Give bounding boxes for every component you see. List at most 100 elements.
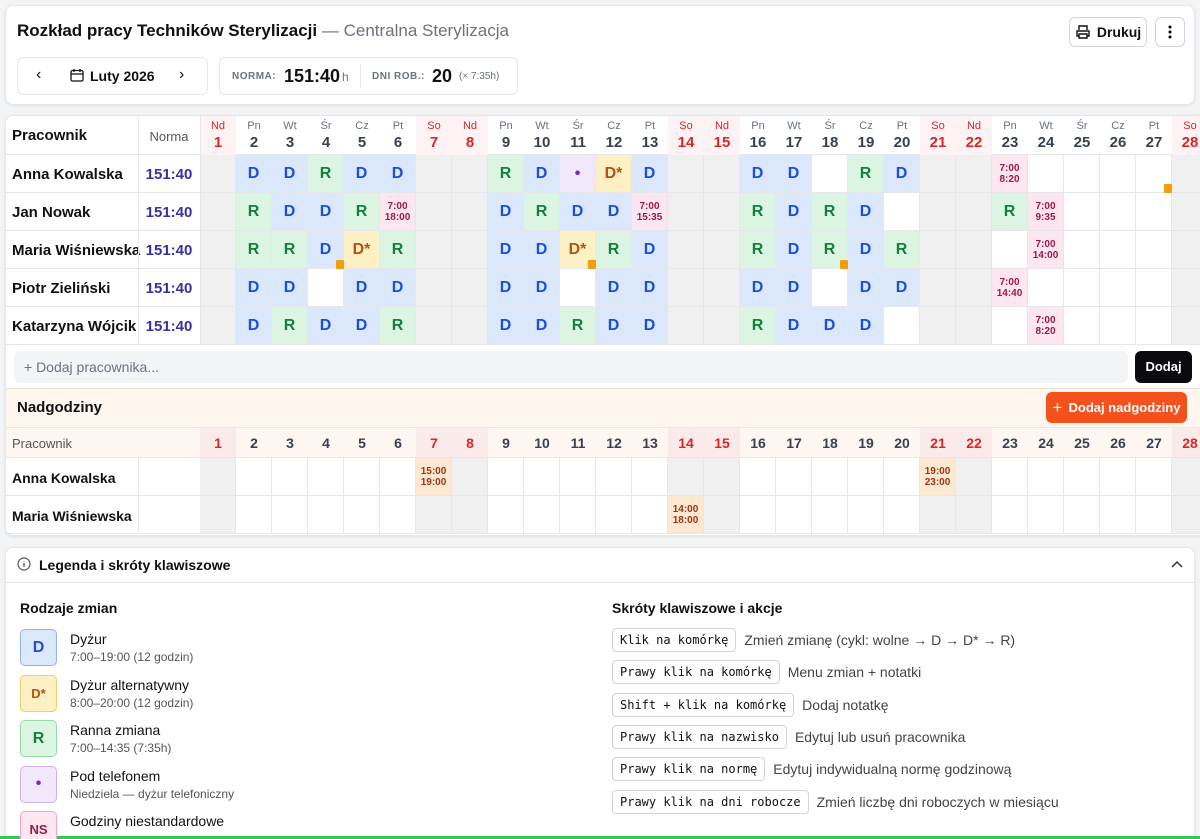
shift-cell[interactable] xyxy=(920,269,956,306)
shift-cell[interactable]: R xyxy=(560,307,596,344)
shift-cell[interactable]: D xyxy=(272,155,308,192)
shift-cell[interactable] xyxy=(416,193,452,230)
shift-cell[interactable]: D xyxy=(632,307,668,344)
month-label[interactable]: Luty 2026 xyxy=(90,68,155,84)
shift-cell[interactable]: R xyxy=(308,155,344,192)
shift-cell[interactable]: 7:00 15:35 xyxy=(632,193,668,230)
overtime-cell[interactable] xyxy=(380,458,416,495)
overtime-cell[interactable] xyxy=(236,458,272,495)
shift-cell[interactable] xyxy=(452,155,488,192)
note-marker[interactable] xyxy=(588,260,596,269)
shift-cell[interactable]: D xyxy=(776,193,812,230)
overtime-cell[interactable] xyxy=(704,496,740,533)
shift-cell[interactable]: D xyxy=(488,269,524,306)
shift-cell[interactable]: D xyxy=(380,269,416,306)
overtime-cell[interactable] xyxy=(884,458,920,495)
print-button[interactable]: Drukuj xyxy=(1069,17,1147,47)
shift-cell[interactable]: D xyxy=(848,307,884,344)
shift-cell[interactable]: R xyxy=(524,193,560,230)
employee-norm[interactable]: 151:40 xyxy=(145,318,193,335)
shift-cell[interactable]: D xyxy=(524,307,560,344)
shift-cell[interactable]: 7:00 9:35 xyxy=(1028,193,1064,230)
norm-value[interactable]: 151:40 xyxy=(284,66,341,86)
shift-cell[interactable]: D xyxy=(272,193,308,230)
shift-cell[interactable] xyxy=(452,307,488,344)
shift-cell[interactable] xyxy=(956,193,992,230)
shift-cell[interactable]: 7:00 14:00 xyxy=(1028,231,1064,268)
shift-cell[interactable]: R xyxy=(848,155,884,192)
overtime-cell[interactable] xyxy=(992,496,1028,533)
shift-cell[interactable] xyxy=(1172,155,1200,192)
overtime-cell[interactable] xyxy=(740,458,776,495)
overtime-cell[interactable] xyxy=(1028,458,1064,495)
overtime-cell[interactable] xyxy=(560,458,596,495)
shift-cell[interactable] xyxy=(1136,193,1172,230)
overtime-cell[interactable] xyxy=(1100,458,1136,495)
shift-cell[interactable] xyxy=(416,155,452,192)
shift-cell[interactable] xyxy=(668,193,704,230)
shift-cell[interactable]: 7:00 14:40 xyxy=(992,269,1028,306)
shift-cell[interactable] xyxy=(1064,155,1100,192)
overtime-cell[interactable] xyxy=(272,496,308,533)
shift-cell[interactable] xyxy=(1100,231,1136,268)
shift-cell[interactable] xyxy=(884,193,920,230)
next-month[interactable]: › xyxy=(179,66,185,83)
shift-cell[interactable] xyxy=(812,269,848,306)
shift-cell[interactable]: D xyxy=(848,231,884,268)
overtime-cell[interactable] xyxy=(1028,496,1064,533)
overtime-cell[interactable] xyxy=(200,458,236,495)
shift-cell[interactable]: D xyxy=(488,231,524,268)
shift-cell[interactable] xyxy=(1172,231,1200,268)
shift-cell[interactable] xyxy=(200,155,236,192)
shift-cell[interactable] xyxy=(1136,231,1172,268)
overtime-cell[interactable] xyxy=(596,458,632,495)
workdays-value[interactable]: 20 xyxy=(432,66,453,86)
shift-cell[interactable]: D xyxy=(848,193,884,230)
overtime-cell[interactable] xyxy=(956,496,992,533)
shift-cell[interactable]: R xyxy=(812,193,848,230)
shift-cell[interactable] xyxy=(1064,193,1100,230)
overtime-cell[interactable] xyxy=(1136,458,1172,495)
employee-name[interactable]: Anna Kowalska xyxy=(12,166,123,183)
shift-cell[interactable]: D xyxy=(560,193,596,230)
shift-cell[interactable]: R xyxy=(272,231,308,268)
shift-cell[interactable]: D xyxy=(524,269,560,306)
overtime-cell[interactable] xyxy=(308,458,344,495)
shift-cell[interactable]: R xyxy=(380,307,416,344)
shift-cell[interactable]: D xyxy=(308,307,344,344)
shift-cell[interactable]: D xyxy=(776,155,812,192)
shift-cell[interactable]: D xyxy=(776,307,812,344)
shift-cell[interactable]: R xyxy=(380,231,416,268)
shift-cell[interactable]: D xyxy=(884,269,920,306)
shift-cell[interactable]: R xyxy=(992,193,1028,230)
overtime-cell[interactable] xyxy=(704,458,740,495)
collapse-icon[interactable] xyxy=(1171,560,1183,568)
shift-cell[interactable] xyxy=(1100,307,1136,344)
shift-cell[interactable] xyxy=(704,155,740,192)
shift-cell[interactable]: 7:00 8:20 xyxy=(992,155,1028,192)
shift-cell[interactable] xyxy=(1100,155,1136,192)
overtime-cell[interactable] xyxy=(344,496,380,533)
shift-cell[interactable]: D xyxy=(632,231,668,268)
shift-cell[interactable] xyxy=(668,269,704,306)
overtime-cell[interactable] xyxy=(1064,458,1100,495)
shift-cell[interactable] xyxy=(308,269,344,306)
shift-cell[interactable]: 7:00 8:20 xyxy=(1028,307,1064,344)
employee-norm[interactable]: 151:40 xyxy=(145,280,193,297)
shift-cell[interactable]: 7:00 18:00 xyxy=(380,193,416,230)
shift-cell[interactable]: D xyxy=(596,307,632,344)
overtime-cell[interactable] xyxy=(956,458,992,495)
overtime-cell[interactable] xyxy=(488,458,524,495)
shift-cell[interactable]: D xyxy=(776,269,812,306)
overtime-cell[interactable] xyxy=(236,496,272,533)
shift-cell[interactable]: R xyxy=(740,193,776,230)
shift-cell[interactable] xyxy=(452,269,488,306)
shift-cell[interactable]: R xyxy=(236,193,272,230)
shift-cell[interactable]: D xyxy=(344,307,380,344)
shift-cell[interactable]: D xyxy=(236,155,272,192)
shift-cell[interactable] xyxy=(1064,307,1100,344)
note-marker[interactable] xyxy=(840,260,848,269)
overtime-cell[interactable] xyxy=(776,458,812,495)
employee-norm[interactable]: 151:40 xyxy=(145,242,193,259)
employee-name[interactable]: Katarzyna Wójcik xyxy=(12,318,137,335)
